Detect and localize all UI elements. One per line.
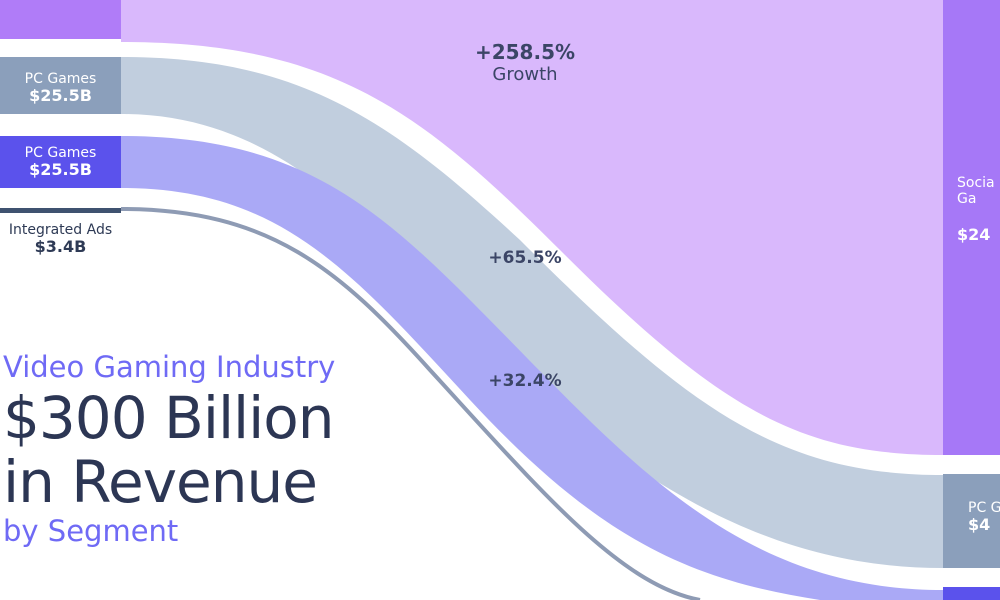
- label-value: $25.5B: [29, 86, 92, 106]
- label-integrated-ads: Integrated Ads $3.4B: [0, 222, 121, 256]
- label-value: $3.4B: [34, 237, 87, 257]
- label-value: $25.5B: [29, 160, 92, 180]
- label-pc-games-1: PC Games $25.5B: [0, 71, 121, 105]
- label-name: PC Games: [24, 71, 97, 87]
- growth-pc: +65.5%: [465, 248, 585, 268]
- growth-console: +32.4%: [465, 371, 585, 391]
- label-name: PC Games: [24, 145, 97, 161]
- growth-percent: +258.5%: [474, 40, 576, 64]
- node-social-games: [943, 0, 1000, 455]
- flow-links: [120, 0, 943, 600]
- label-name: PC G: [968, 500, 1000, 516]
- label-pc-games-2: PC Games $25.5B: [0, 145, 121, 179]
- headline-line-2: in Revenue: [3, 448, 318, 516]
- label-value: $4: [968, 515, 991, 535]
- label-pc-games-right: PC G $4: [968, 500, 1000, 534]
- chart-title: Video Gaming Industry: [3, 350, 336, 384]
- growth-percent: +65.5%: [488, 248, 562, 268]
- node-pc-games-1: [0, 57, 121, 114]
- growth-word: Growth: [492, 64, 558, 85]
- node-integrated-ads: [0, 208, 121, 213]
- label-social-games: Socia Ga $24: [957, 157, 1000, 263]
- label-name: Socia Ga: [957, 175, 995, 208]
- social-games-flow: [121, 0, 943, 455]
- console-games-flow: [121, 136, 943, 600]
- node-console-right: [943, 587, 1000, 600]
- node-top-left: [0, 0, 121, 39]
- growth-social: +258.5% Growth: [455, 40, 595, 85]
- integrated-ads-flow: [120, 207, 701, 600]
- chart-subtitle: by Segment: [3, 514, 179, 548]
- label-value: $24: [957, 224, 991, 244]
- node-pc-games-right: [943, 474, 1000, 568]
- growth-percent: +32.4%: [488, 371, 562, 391]
- source-nodes: [0, 0, 121, 213]
- target-nodes: [943, 0, 1000, 600]
- node-pc-games-2: [0, 136, 121, 188]
- title-block: Video Gaming Industry $300 Billion in Re…: [3, 350, 335, 548]
- label-name: Integrated Ads: [8, 222, 113, 238]
- headline-line-1: $300 Billion: [3, 384, 335, 452]
